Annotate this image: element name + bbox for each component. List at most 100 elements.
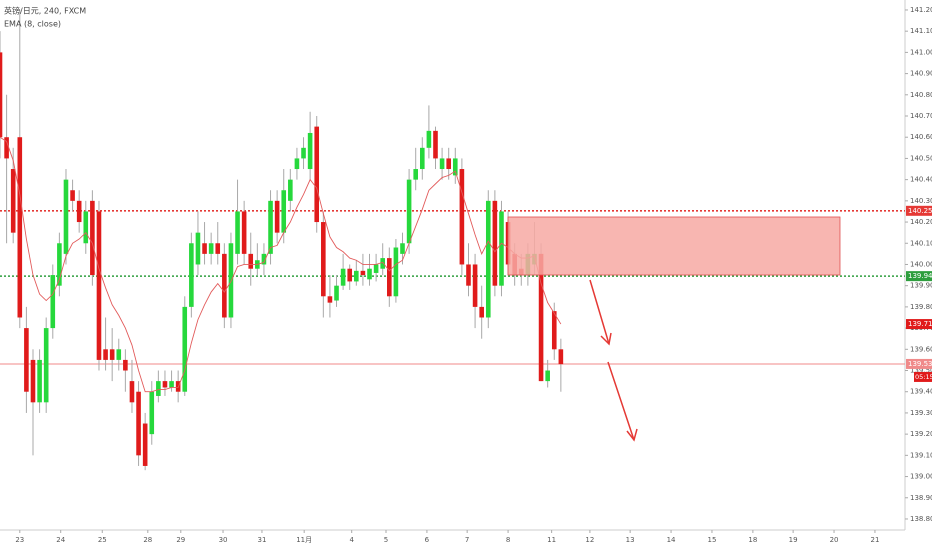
candle-body [222, 253, 227, 318]
candle-body [70, 190, 75, 201]
candle-body [116, 349, 122, 360]
candle-body [10, 169, 16, 233]
x-tick-label: 19 [789, 536, 798, 544]
candle-body [142, 423, 148, 466]
candle-body [248, 253, 254, 269]
y-tick-label: 140.400 [910, 176, 932, 184]
y-tick-label: 140.500 [910, 154, 932, 162]
candle-body [380, 258, 386, 269]
price-tag [906, 271, 932, 282]
symbol-title: 英镑/日元, 240, FXCM [4, 6, 86, 16]
candle-body [492, 200, 498, 286]
y-tick-label: 139.900 [910, 282, 932, 290]
candle-body [208, 243, 214, 254]
candle-body [452, 158, 458, 176]
y-tick-label: 139.500 [910, 367, 932, 375]
candle-body [387, 258, 392, 297]
candle-body [334, 285, 339, 301]
price-tag-label: 140.253 [908, 207, 932, 215]
y-tick-label: 140.700 [910, 112, 932, 120]
candle-body [360, 270, 366, 276]
candle-body [109, 349, 115, 360]
x-tick-label: 15 [708, 536, 717, 544]
y-tick-label: 140.200 [910, 218, 932, 226]
candle-body [393, 247, 399, 297]
y-tick-label: 138.800 [910, 515, 932, 523]
candle-body [307, 132, 313, 170]
candle-body [373, 264, 379, 273]
candle-body [189, 243, 194, 307]
candle-body [400, 243, 405, 254]
indicator-label: EMA (8, close) [4, 20, 61, 29]
candle-body [413, 169, 418, 180]
supply-zone [507, 216, 841, 276]
price-tag [906, 358, 932, 369]
x-tick-label: 12 [585, 536, 594, 544]
x-tick-label: 4 [349, 536, 354, 544]
candle-body [182, 306, 188, 392]
candle-body [63, 179, 69, 254]
plot [0, 9, 905, 471]
candle-body [24, 328, 29, 392]
candle-body [30, 359, 36, 403]
candle-body [367, 268, 372, 280]
x-tick-label: 6 [425, 536, 430, 544]
x-tick-label: 11 [547, 536, 556, 544]
candle-body [96, 211, 102, 360]
y-tick-label: 141.200 [910, 6, 932, 14]
candle-body [83, 211, 89, 244]
y-tick-label: 140.900 [910, 70, 932, 78]
y-tick-label: 141.100 [910, 27, 932, 35]
candle-body [235, 211, 240, 254]
y-tick-label: 139.100 [910, 451, 932, 459]
y-tick-label: 140.000 [910, 260, 932, 268]
x-tick-label: 30 [219, 536, 228, 544]
candle-body [545, 370, 550, 382]
x-tick-label: 23 [15, 536, 24, 544]
y-tick-label: 139.300 [910, 409, 932, 417]
x-tick-label: 20 [830, 536, 839, 544]
candle-body [419, 147, 425, 170]
candle-body [57, 243, 62, 286]
ema-line [0, 136, 562, 393]
candle-body [439, 158, 445, 170]
x-tick-label: 11月 [296, 536, 312, 544]
candle-body [472, 264, 478, 307]
x-tick-label: 13 [626, 536, 635, 544]
price-tag-label: 139.945 [908, 272, 932, 280]
candle-body [347, 268, 353, 282]
y-tick-label: 140.600 [910, 133, 932, 141]
candle-body [37, 359, 42, 403]
arrow-head [600, 332, 612, 346]
candle-body [551, 311, 557, 350]
candle-body [123, 359, 128, 371]
price-tag [906, 205, 932, 216]
candle-body [17, 137, 23, 318]
ema-tag-label: 139.719 [908, 320, 932, 328]
candle-body [354, 270, 359, 282]
y-tick-label: 139.600 [910, 345, 932, 353]
candle-body [433, 130, 438, 159]
candle-body [485, 200, 491, 318]
y-tick-label: 139.800 [910, 303, 932, 311]
candle-body [156, 381, 161, 396]
candle-body [459, 169, 465, 265]
y-tick-label: 140.800 [910, 91, 932, 99]
candle-body [4, 137, 9, 159]
x-tick-label: 5 [384, 536, 388, 544]
arrows [589, 279, 638, 442]
arrow [589, 279, 610, 345]
x-tick-label: 31 [257, 536, 266, 544]
candle-body [558, 349, 564, 365]
y-tick-label: 139.000 [910, 473, 932, 481]
candle-body [288, 179, 293, 201]
candle-body [202, 243, 207, 254]
candle-body [301, 147, 306, 159]
x-tick-label: 18 [748, 536, 757, 544]
y-tick-label: 140.100 [910, 239, 932, 247]
candle-body [274, 200, 280, 233]
candle-body [321, 222, 326, 297]
candle-body [215, 243, 221, 254]
candle-body [406, 179, 412, 244]
candle-body [340, 268, 346, 286]
